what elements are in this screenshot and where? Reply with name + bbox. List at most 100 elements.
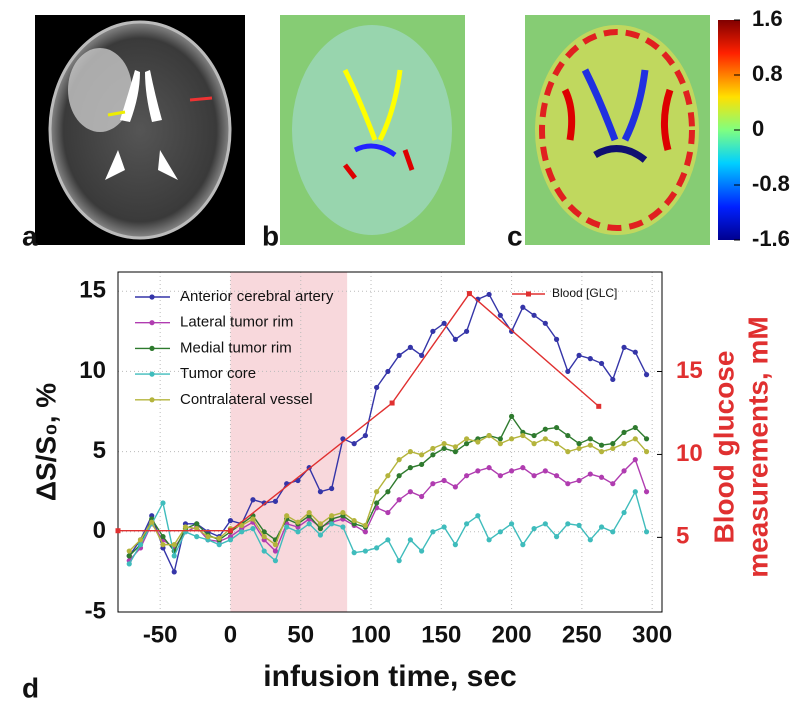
point <box>430 328 436 334</box>
point <box>553 534 560 540</box>
point <box>239 522 245 528</box>
point <box>486 291 492 298</box>
point <box>374 545 380 551</box>
x-axis-label: infusion time, sec <box>263 660 516 693</box>
point <box>441 477 447 484</box>
point <box>464 441 470 447</box>
point <box>621 441 627 447</box>
x-tick-label: 250 <box>562 621 602 648</box>
point <box>565 449 571 455</box>
point <box>317 532 324 538</box>
point <box>508 436 515 442</box>
x-tick-label: 150 <box>421 621 461 648</box>
point <box>284 513 290 519</box>
point <box>419 461 425 468</box>
point <box>171 553 177 559</box>
map-image <box>280 15 465 245</box>
point <box>441 445 447 452</box>
point <box>396 473 402 479</box>
point <box>452 542 458 548</box>
point <box>643 529 650 535</box>
point <box>508 468 515 474</box>
point <box>598 442 605 448</box>
point <box>430 529 436 535</box>
point <box>407 344 413 350</box>
point <box>531 312 537 318</box>
point <box>171 542 177 548</box>
point <box>205 534 211 540</box>
point <box>374 500 380 506</box>
y-tick-label: 15 <box>79 277 106 304</box>
point <box>576 522 582 528</box>
point <box>576 477 582 484</box>
point <box>598 524 605 530</box>
colorbar-tick-label: 0 <box>752 116 764 141</box>
point <box>553 441 560 447</box>
point <box>576 352 582 358</box>
point <box>520 542 526 548</box>
point <box>340 509 346 516</box>
point <box>565 481 571 487</box>
point <box>160 534 166 540</box>
point <box>160 542 166 548</box>
point <box>632 457 638 463</box>
point <box>542 320 548 326</box>
point <box>497 529 503 535</box>
y-axis-label: ΔS/S₀, % <box>30 383 61 501</box>
point <box>261 534 267 540</box>
colorbar-tick-label: 0.8 <box>752 61 783 86</box>
point <box>632 489 638 495</box>
point <box>542 426 548 432</box>
point <box>389 400 395 406</box>
point <box>430 452 436 458</box>
point <box>126 553 132 559</box>
point <box>115 528 121 534</box>
point <box>531 526 537 532</box>
y2-tick-label: 10 <box>676 440 703 467</box>
x-tick-label: 200 <box>492 621 532 648</box>
point <box>227 517 234 524</box>
y2-tick-label: 15 <box>676 357 703 384</box>
point <box>272 548 279 554</box>
point <box>520 465 526 471</box>
point <box>227 537 234 543</box>
point <box>272 558 279 564</box>
point <box>194 534 200 540</box>
point <box>475 439 481 445</box>
point <box>452 484 458 490</box>
highlight-span <box>230 272 348 612</box>
point <box>441 524 447 530</box>
point <box>643 489 650 495</box>
point <box>621 344 627 350</box>
point <box>542 521 548 527</box>
map-image <box>525 15 710 245</box>
point <box>171 569 177 575</box>
y2-axis-label: measurements, mM <box>742 316 773 577</box>
y2-axis-label: Blood glucose <box>708 351 739 544</box>
point <box>385 473 391 479</box>
point <box>632 424 638 431</box>
point <box>194 526 200 532</box>
x-tick-label: 50 <box>287 621 314 648</box>
point <box>239 529 245 535</box>
point <box>542 436 548 442</box>
x-tick-label: -50 <box>143 621 178 648</box>
legend-label: Blood [GLC] <box>552 286 617 300</box>
point <box>452 444 458 450</box>
point <box>351 550 357 556</box>
point <box>587 436 593 442</box>
point <box>306 509 312 516</box>
point <box>137 542 144 548</box>
panel-label: b <box>262 220 279 251</box>
point <box>587 471 593 477</box>
point <box>598 449 605 455</box>
point <box>621 468 627 474</box>
colorbar-tick-label: -0.8 <box>752 171 790 196</box>
point <box>576 441 582 447</box>
point <box>565 368 571 375</box>
point <box>227 528 233 534</box>
point <box>508 521 515 527</box>
point <box>643 436 650 442</box>
point <box>452 449 458 455</box>
point <box>486 432 492 439</box>
